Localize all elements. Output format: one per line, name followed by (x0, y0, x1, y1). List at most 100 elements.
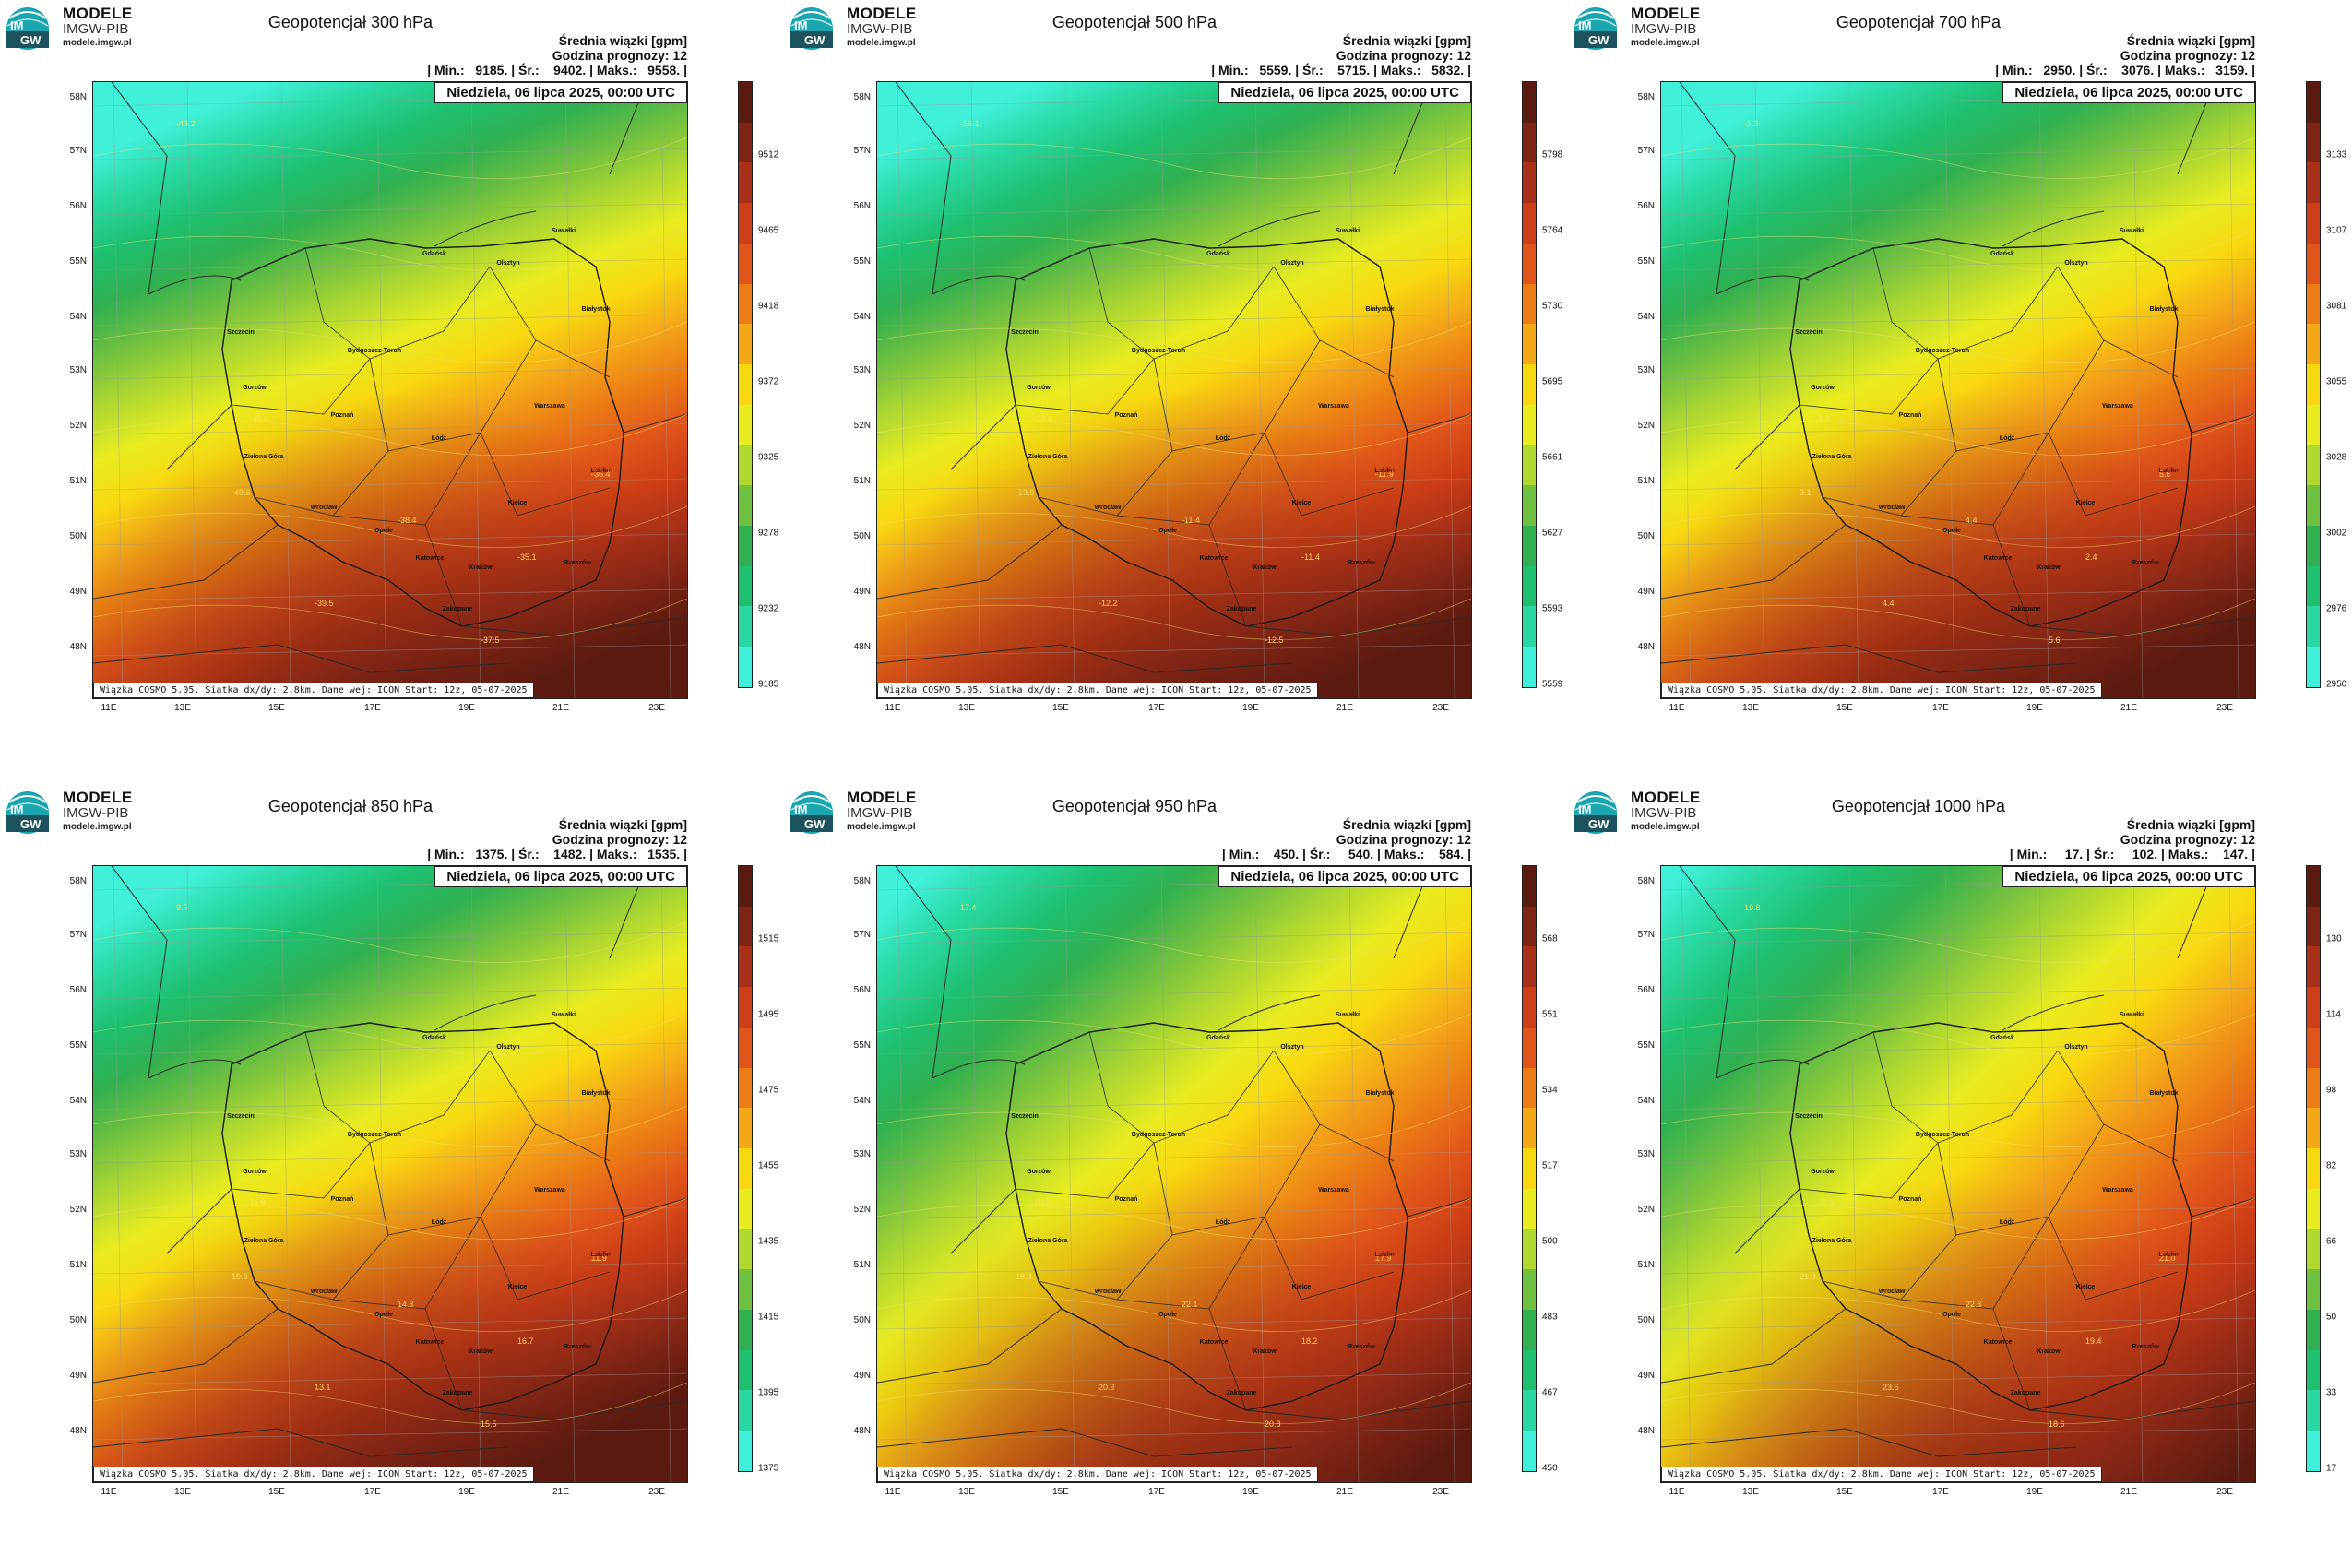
city-label: Katowice (1199, 1339, 1229, 1346)
date-label: Niedziela, 06 lipca 2025, 00:00 UTC (1218, 82, 1471, 103)
longitude-label: 17E (1932, 703, 1949, 713)
colorbar-tick-label: 130 (2326, 933, 2342, 944)
city-label: Olsztyn (496, 260, 520, 267)
mean-label: Średnia wiązki [gpm] (558, 817, 687, 832)
colorbar-segment (739, 647, 752, 687)
latitude-label: 49N (1637, 587, 1655, 597)
mean-label: Średnia wiązki [gpm] (2126, 817, 2255, 832)
city-label: Szczecin (1011, 329, 1039, 336)
forecast-hour: Godzina prognozy: 12 (1336, 48, 1471, 63)
map-panel: IM GW MODELE IMGW-PIB modele.imgw.pl Geo… (0, 784, 784, 1568)
imgw-logo-icon: IM GW (1574, 791, 1617, 834)
city-label: Gorzów (1027, 1169, 1051, 1175)
colorbar-segment (2307, 866, 2320, 907)
colorbar-tick-label: 5730 (1542, 301, 1563, 312)
longitude-label: 23E (648, 703, 665, 713)
latitude-label: 55N (1637, 1040, 1655, 1051)
contour-label: 20.9 (1099, 1383, 1115, 1392)
longitude-label: 23E (648, 1487, 665, 1497)
colorbar-segment (1523, 1269, 1536, 1310)
colorbar-tick-label: 551 (1542, 1009, 1558, 1020)
logo-website: modele.imgw.pl (1631, 821, 1700, 832)
imgw-logo-icon: IM GW (1574, 7, 1617, 50)
city-label: Kielce (507, 500, 528, 506)
latitude-label: 50N (1637, 1315, 1655, 1325)
colorbar-tick-label: 9232 (758, 603, 779, 614)
city-label: Opole (1158, 528, 1177, 534)
contour-label: 22.3 (1818, 1198, 1835, 1207)
latitude-label: 52N (1637, 421, 1655, 431)
colorbar-segment (2307, 1027, 2320, 1068)
latitude-label: 53N (69, 1149, 87, 1159)
logo-text: MODELE IMGW-PIB modele.imgw.pl (63, 6, 133, 48)
colorbar (1522, 865, 1537, 1472)
colorbar-segment (739, 1390, 752, 1431)
contour-label: 11.9 (250, 1198, 266, 1207)
logo-text: MODELE IMGW-PIB modele.imgw.pl (1631, 790, 1701, 832)
city-label: Poznań (330, 1196, 354, 1203)
latitude-label: 52N (69, 1205, 87, 1215)
latitude-label: 54N (853, 1096, 871, 1106)
colorbar-segment (2307, 1309, 2320, 1350)
latitude-label: 52N (69, 421, 87, 431)
forecast-map: -43.2 -40.6 -40.0 -39.5 -38.4 -37.5 -35.1 -36.4… (92, 81, 688, 699)
city-label: Wrocław (310, 1289, 338, 1295)
colorbar-segment (2307, 1349, 2320, 1391)
colorbar-segment (2307, 1229, 2320, 1270)
latitude-label: 48N (69, 1426, 87, 1436)
logo-text: MODELE IMGW-PIB modele.imgw.pl (847, 6, 917, 48)
svg-text:IM: IM (794, 18, 807, 32)
longitude-label: 13E (1742, 703, 1759, 713)
contour-label: 21.0 (2159, 1253, 2176, 1263)
city-label: Gorzów (243, 385, 267, 391)
logo-line2: IMGW-PIB (847, 804, 913, 821)
colorbar-segment (739, 122, 752, 163)
city-label: Rzeszów (2132, 560, 2159, 566)
colorbar-segment (1523, 946, 1536, 988)
city-label: Opole (1942, 528, 1961, 534)
colorbar-segment (1523, 324, 1536, 365)
svg-text:GW: GW (1588, 33, 1610, 47)
city-label: Warszawa (2102, 1187, 2133, 1194)
date-label: Niedziela, 06 lipca 2025, 00:00 UTC (434, 82, 687, 103)
city-label: Opole (1158, 1312, 1177, 1318)
contour-label: -13.0 (1034, 414, 1053, 423)
imgw-logo-icon: IM GW (6, 7, 49, 50)
forecast-hour: Godzina prognozy: 12 (552, 48, 687, 63)
colorbar-tick-label: 9418 (758, 301, 779, 312)
min-mean-max: | Min.: 17. | Śr.: 102. | Maks.: 147. | (2009, 847, 2255, 861)
contour-label: 22.1 (1182, 1300, 1198, 1309)
imgw-logo-icon: IM GW (790, 7, 833, 50)
city-label: Łódź (431, 435, 447, 442)
colorbar-tick-label: 1395 (758, 1387, 779, 1398)
colorbar-segment (2307, 647, 2320, 687)
latitude-label: 53N (1637, 1149, 1655, 1159)
colorbar-tick-label: 5661 (1542, 452, 1563, 463)
colorbar-tick-label: 5593 (1542, 603, 1563, 614)
latitude-label: 56N (69, 201, 87, 211)
city-label: Warszawa (2102, 403, 2133, 410)
contour-label: -1.3 (1744, 119, 1759, 128)
city-label: Suwałki (1335, 228, 1360, 234)
city-label: Zakopane (1226, 1390, 1257, 1396)
contour-label: 18.6 (2049, 1420, 2065, 1429)
contour-label: 19.4 (2085, 1336, 2102, 1346)
colorbar-segment (739, 1027, 752, 1068)
logo-line2: IMGW-PIB (1631, 20, 1697, 37)
city-label: Białystok (1365, 306, 1395, 313)
city-label: Kielce (1291, 500, 1312, 506)
colorbar-tick-label: 3028 (2326, 452, 2347, 463)
latitude-label: 57N (853, 146, 871, 156)
city-label: Katowice (1983, 1339, 2013, 1346)
city-label: Zakopane (2010, 1390, 2041, 1396)
city-label: Bydgoszcz-Toruń (1915, 1132, 1970, 1138)
longitude-label: 19E (1242, 703, 1259, 713)
contour-label: -40.0 (250, 414, 269, 423)
contour-label: 14.3 (398, 1300, 414, 1309)
city-label: Białystok (1365, 1090, 1395, 1097)
colorbar-tick-label: 9325 (758, 452, 779, 463)
city-label: Białystok (2149, 306, 2179, 313)
latitude-label: 51N (1637, 1260, 1655, 1270)
longitude-label: 15E (1836, 703, 1853, 713)
longitude-label: 21E (552, 703, 569, 713)
